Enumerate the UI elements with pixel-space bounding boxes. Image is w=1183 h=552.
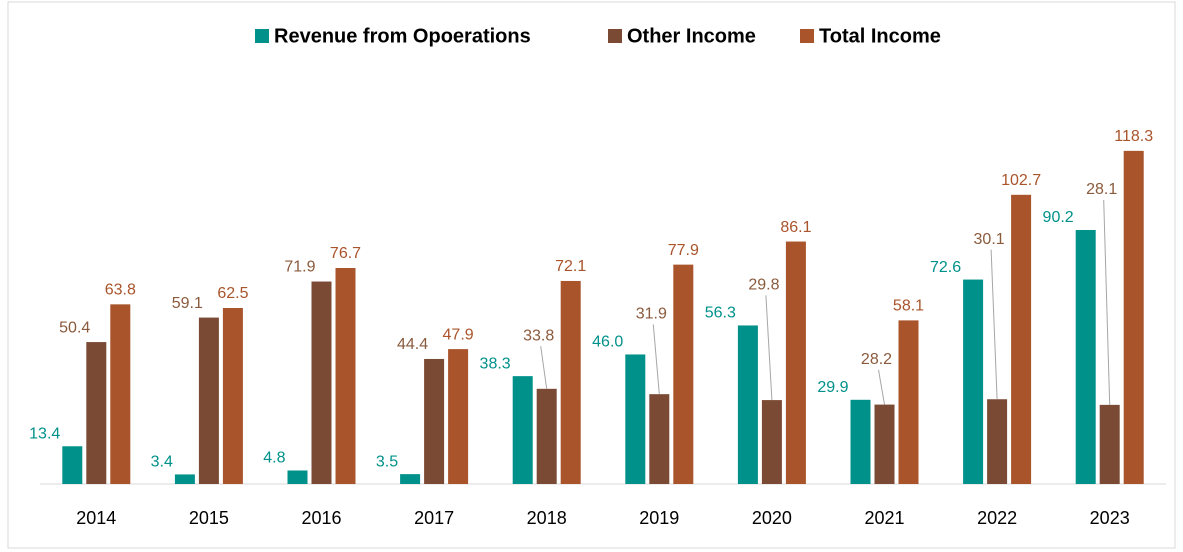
leader-line bbox=[765, 295, 773, 401]
data-label: 62.5 bbox=[217, 285, 248, 302]
bar bbox=[424, 358, 445, 484]
data-label: 29.9 bbox=[817, 379, 848, 396]
data-label: 3.4 bbox=[151, 454, 173, 471]
legend-swatch bbox=[608, 29, 622, 43]
bar bbox=[536, 388, 557, 484]
data-label: 102.7 bbox=[1001, 172, 1041, 189]
data-label: 72.1 bbox=[555, 258, 586, 275]
bar bbox=[287, 470, 308, 484]
bar bbox=[737, 325, 758, 484]
x-tick-label: 2018 bbox=[527, 508, 567, 528]
data-label: 50.4 bbox=[59, 319, 90, 336]
bar bbox=[448, 349, 469, 484]
leader-line bbox=[540, 346, 548, 389]
bar bbox=[311, 281, 332, 484]
bar bbox=[1099, 404, 1120, 484]
x-tick-label: 2015 bbox=[189, 508, 229, 528]
leader-line bbox=[878, 369, 885, 405]
data-label: 59.1 bbox=[172, 295, 203, 312]
data-label: 31.9 bbox=[636, 306, 667, 323]
bar bbox=[86, 342, 107, 484]
data-label: 77.9 bbox=[668, 242, 699, 259]
data-label: 13.4 bbox=[29, 425, 60, 442]
bar bbox=[222, 308, 243, 484]
bar bbox=[198, 317, 219, 484]
legend-label: Other Income bbox=[627, 25, 756, 47]
data-label: 72.6 bbox=[930, 259, 961, 276]
bar bbox=[850, 399, 871, 484]
data-label: 28.1 bbox=[1086, 181, 1117, 198]
data-label: 46.0 bbox=[592, 334, 623, 351]
bar bbox=[335, 268, 356, 484]
x-tick-label: 2016 bbox=[301, 508, 341, 528]
data-label: 33.8 bbox=[523, 327, 554, 344]
x-tick-label: 2017 bbox=[414, 508, 454, 528]
x-tick-label: 2023 bbox=[1090, 508, 1130, 528]
data-label: 4.8 bbox=[263, 450, 285, 467]
leader-line bbox=[1103, 199, 1111, 405]
bar bbox=[1075, 229, 1096, 484]
bar bbox=[987, 399, 1008, 484]
legend-label: Total Income bbox=[819, 25, 941, 47]
data-label: 3.5 bbox=[376, 453, 398, 470]
data-label: 63.8 bbox=[105, 282, 136, 299]
data-label: 71.9 bbox=[284, 259, 315, 276]
x-tick-label: 2014 bbox=[76, 508, 116, 528]
bar bbox=[785, 241, 806, 484]
x-tick-label: 2019 bbox=[639, 508, 679, 528]
data-label: 47.9 bbox=[443, 326, 474, 343]
data-label: 30.1 bbox=[974, 231, 1005, 248]
x-tick-label: 2022 bbox=[977, 508, 1017, 528]
data-label: 56.3 bbox=[705, 305, 736, 322]
data-label: 29.8 bbox=[748, 277, 779, 294]
bar bbox=[898, 320, 919, 484]
bar bbox=[625, 354, 646, 484]
legend: Revenue from Opoerations Other Income Tota… bbox=[255, 25, 941, 47]
data-label: 118.3 bbox=[1114, 128, 1153, 145]
data-label: 28.2 bbox=[861, 351, 892, 368]
bar bbox=[1011, 194, 1032, 484]
legend-swatch bbox=[255, 29, 269, 43]
legend-swatch bbox=[800, 29, 814, 43]
data-label: 38.3 bbox=[480, 355, 511, 372]
data-label: 86.1 bbox=[780, 219, 811, 236]
bar bbox=[560, 280, 581, 484]
data-label: 90.2 bbox=[1043, 209, 1074, 226]
x-tick-label: 2020 bbox=[752, 508, 792, 528]
bar bbox=[512, 376, 533, 484]
bar bbox=[761, 400, 782, 484]
leader-line bbox=[652, 324, 660, 395]
bar bbox=[110, 304, 131, 484]
data-label: 76.7 bbox=[330, 245, 361, 262]
x-tick-label: 2021 bbox=[864, 508, 904, 528]
bar bbox=[673, 264, 694, 484]
bar bbox=[874, 404, 895, 484]
bar bbox=[963, 279, 984, 484]
data-label: 44.4 bbox=[397, 336, 428, 353]
legend-label: Revenue from Opoerations bbox=[274, 25, 531, 47]
bar bbox=[400, 474, 421, 484]
bar bbox=[1123, 150, 1144, 485]
leader-line bbox=[990, 249, 998, 400]
data-label: 58.1 bbox=[893, 298, 924, 315]
bar bbox=[649, 394, 670, 484]
bar bbox=[62, 446, 83, 484]
bar bbox=[174, 474, 195, 484]
